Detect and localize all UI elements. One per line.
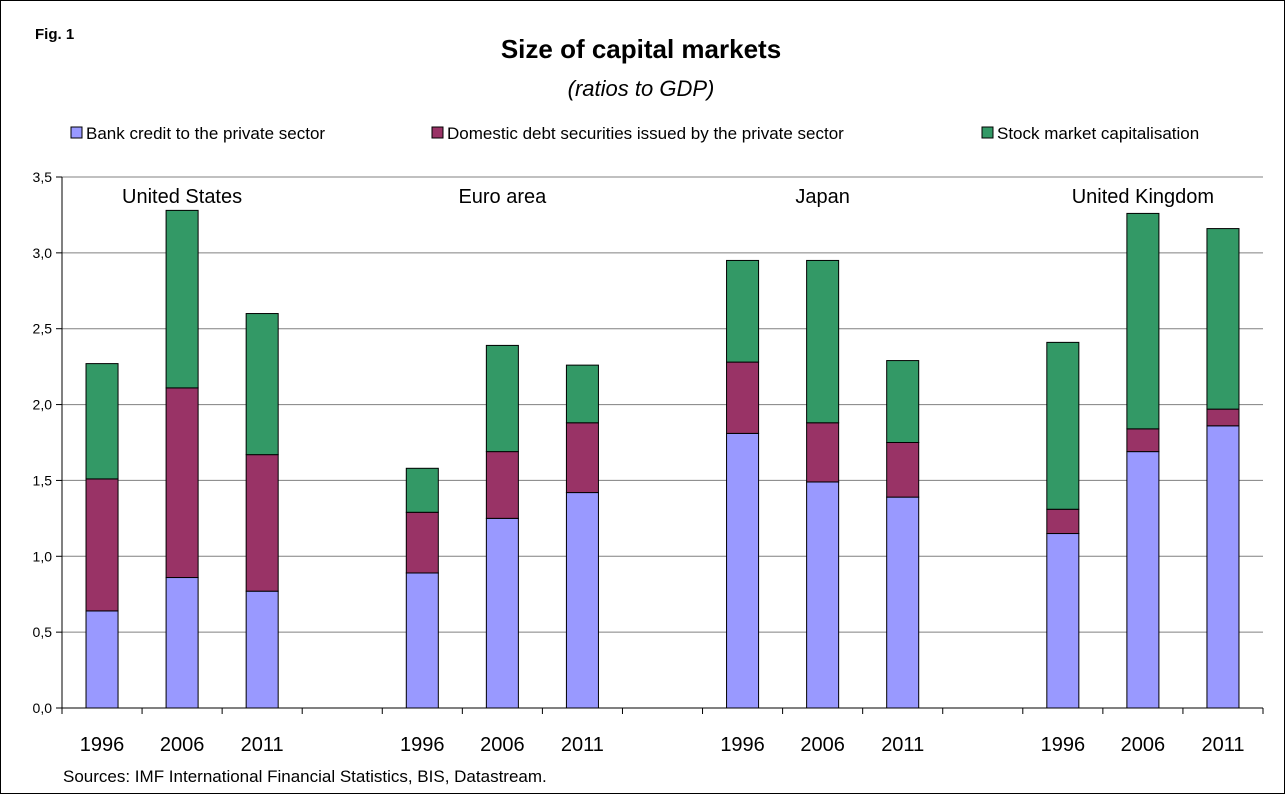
bar-segment <box>726 432 760 709</box>
group-label: United Kingdom <box>1072 186 1214 208</box>
bar-segment <box>405 467 439 513</box>
bar-segment <box>565 492 599 709</box>
bar-segment <box>1046 533 1080 709</box>
y-tick-label: 0,0 <box>33 700 53 716</box>
bar-segment <box>565 364 599 424</box>
legend-swatch <box>70 126 83 139</box>
sources-note: Sources: IMF International Financial Sta… <box>63 767 547 786</box>
figure-label: Fig. 1 <box>35 26 74 43</box>
bar-segment <box>806 259 840 424</box>
x-tick-label: 2006 <box>480 734 525 756</box>
x-tick-label: 2011 <box>561 734 604 756</box>
y-tick-label: 2,5 <box>33 321 53 337</box>
group-label: Euro area <box>458 186 547 208</box>
bar-segment <box>485 344 519 453</box>
group-label: Japan <box>795 186 850 208</box>
bar-segment <box>485 517 519 709</box>
bar-segment <box>1126 451 1160 709</box>
legend-swatch <box>431 126 444 139</box>
bar-segment <box>886 442 920 498</box>
bar-segment <box>726 259 760 363</box>
bar-segment <box>1046 341 1080 510</box>
x-tick-label: 2006 <box>1121 734 1166 756</box>
bar-segment <box>405 511 439 574</box>
y-tick-label: 1,0 <box>33 548 53 564</box>
x-tick-label: 2006 <box>800 734 845 756</box>
bar-segment <box>1206 425 1240 709</box>
bar-segment <box>1206 228 1240 410</box>
bar-segment <box>245 590 279 709</box>
chart-title: Size of capital markets <box>501 34 781 64</box>
x-tick-label: 2011 <box>1201 734 1244 756</box>
y-tick-label: 3,5 <box>33 169 53 185</box>
group-label: United States <box>122 186 242 208</box>
legend-swatch <box>981 126 994 139</box>
legend: Bank credit to the private sector Domesti… <box>70 124 1199 143</box>
bar-segment <box>806 481 840 709</box>
bar-segment <box>485 451 519 519</box>
bar-segment <box>806 422 840 483</box>
y-tick-label: 2,0 <box>33 397 53 413</box>
legend-label: Stock market capitalisation <box>997 124 1199 143</box>
x-tick-label: 1996 <box>720 734 765 756</box>
bar-segment <box>85 363 119 480</box>
bar-segment <box>1046 508 1080 535</box>
x-tick-label: 1996 <box>80 734 125 756</box>
bar-segment <box>245 313 279 456</box>
plot-area: 0,0 0,5 1,0 1,5 2,0 2,5 3,0 3,5 1996 2006 2011 1996… <box>33 169 1264 756</box>
x-tick-label: 2011 <box>241 734 284 756</box>
bar-segment <box>1206 408 1240 427</box>
bar-segment <box>1126 212 1160 430</box>
bar-segment <box>165 577 199 709</box>
bar-segment <box>245 454 279 592</box>
x-tick-label: 1996 <box>400 734 445 756</box>
bar-segment <box>85 610 119 709</box>
x-tick-label: 2006 <box>160 734 205 756</box>
bar-segment <box>85 478 119 612</box>
legend-label: Domestic debt securities issued by the p… <box>447 124 844 143</box>
y-tick-label: 3,0 <box>33 245 53 261</box>
y-tick-label: 1,5 <box>33 472 53 488</box>
bar-segment <box>165 209 199 389</box>
bar-segment <box>886 496 920 709</box>
chart-subtitle: (ratios to GDP) <box>568 76 715 101</box>
bar-segment <box>886 360 920 443</box>
bar-segment <box>405 572 439 709</box>
x-tick-label: 1996 <box>1041 734 1086 756</box>
bar-segment <box>565 422 599 494</box>
x-tick-label: 2011 <box>881 734 924 756</box>
bar-segment <box>726 361 760 434</box>
bar-segment <box>1126 428 1160 453</box>
legend-label: Bank credit to the private sector <box>86 124 325 143</box>
y-tick-label: 0,5 <box>33 624 53 640</box>
bar-segment <box>165 387 199 579</box>
